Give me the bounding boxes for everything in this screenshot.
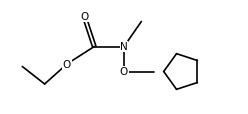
Text: O: O bbox=[63, 60, 71, 69]
Text: O: O bbox=[80, 12, 89, 22]
Text: N: N bbox=[120, 42, 128, 52]
Text: O: O bbox=[120, 67, 128, 77]
